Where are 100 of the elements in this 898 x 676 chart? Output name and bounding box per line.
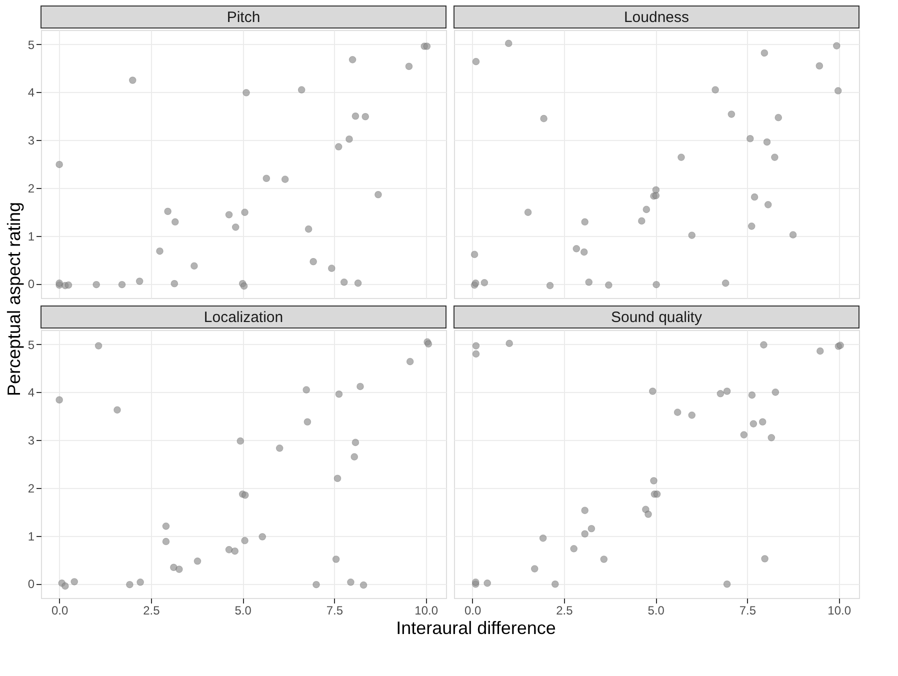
point <box>62 582 69 590</box>
point <box>347 578 354 586</box>
point <box>674 408 682 416</box>
point <box>480 279 488 286</box>
point <box>678 154 685 161</box>
point <box>92 280 100 288</box>
point <box>653 490 661 498</box>
x-tick-label: 7.5 <box>739 604 756 618</box>
chart-title: Localization <box>204 309 284 326</box>
point <box>760 341 768 348</box>
point <box>334 143 342 150</box>
y-tick-label: 2 <box>28 181 35 196</box>
point <box>748 391 756 399</box>
y-tick-label: 0 <box>28 277 35 292</box>
point <box>335 390 343 398</box>
point <box>539 534 547 542</box>
point <box>94 342 102 350</box>
point <box>236 437 244 445</box>
point <box>472 342 480 350</box>
point <box>638 217 646 225</box>
point <box>241 536 248 544</box>
point <box>114 406 121 414</box>
point <box>136 278 144 285</box>
point <box>716 390 724 398</box>
point <box>352 112 360 120</box>
y-tick-label: 1 <box>28 229 35 244</box>
point <box>352 438 360 446</box>
point <box>605 281 612 289</box>
y-tick-label: 5 <box>28 38 35 52</box>
point <box>760 49 768 57</box>
point <box>126 580 134 588</box>
point <box>194 558 202 565</box>
point <box>340 278 348 286</box>
point <box>763 138 771 146</box>
point <box>231 547 239 555</box>
point <box>298 86 306 94</box>
chart-title: Sound quality <box>611 309 702 326</box>
point <box>304 225 312 233</box>
point <box>312 580 320 588</box>
point <box>374 190 382 198</box>
point <box>761 555 768 562</box>
point <box>652 280 660 288</box>
point <box>740 431 748 438</box>
point <box>304 418 312 426</box>
point <box>728 110 736 118</box>
point <box>276 444 284 452</box>
y-tick-label: 4 <box>28 86 35 100</box>
point <box>581 506 588 514</box>
point <box>405 62 413 70</box>
point <box>64 281 72 289</box>
point <box>176 566 183 573</box>
point <box>758 418 766 426</box>
point <box>310 258 317 266</box>
chart-title: Loudness <box>624 9 690 26</box>
point <box>70 578 78 586</box>
point <box>572 245 580 252</box>
point <box>118 280 126 288</box>
point <box>332 556 340 563</box>
point <box>164 208 172 216</box>
point <box>128 76 136 84</box>
point <box>570 545 578 552</box>
point <box>530 565 538 572</box>
y-tick-label: 1 <box>28 529 35 544</box>
y-tick-label: 5 <box>28 338 35 352</box>
point <box>241 491 249 499</box>
chart-title: Pitch <box>226 9 260 26</box>
x-tick-label: 2.5 <box>556 604 574 618</box>
point <box>774 114 782 122</box>
point <box>472 58 480 66</box>
point <box>712 86 719 94</box>
y-tick-label: 3 <box>28 434 35 448</box>
point <box>423 42 431 50</box>
point <box>768 434 776 442</box>
point <box>650 477 658 484</box>
point <box>600 556 608 563</box>
point <box>688 412 696 419</box>
point <box>789 231 797 238</box>
x-tick-label: 5.0 <box>234 604 252 618</box>
point <box>225 546 233 554</box>
point <box>346 135 353 143</box>
point <box>540 114 548 122</box>
point <box>360 581 368 589</box>
point <box>350 453 358 460</box>
point <box>746 134 754 142</box>
x-tick-label: 7.5 <box>326 604 344 618</box>
y-tick-label: 0 <box>28 577 35 592</box>
point <box>258 533 266 540</box>
point <box>328 264 336 272</box>
point <box>722 280 730 287</box>
point <box>242 89 250 96</box>
point <box>240 282 248 290</box>
x-tick-label: 10.0 <box>414 604 438 618</box>
point <box>356 382 364 390</box>
point <box>56 160 63 168</box>
point <box>546 282 554 290</box>
point <box>816 62 824 70</box>
point <box>772 388 780 396</box>
point <box>334 474 342 482</box>
point <box>652 186 660 194</box>
y-tick-label: 3 <box>28 134 35 148</box>
